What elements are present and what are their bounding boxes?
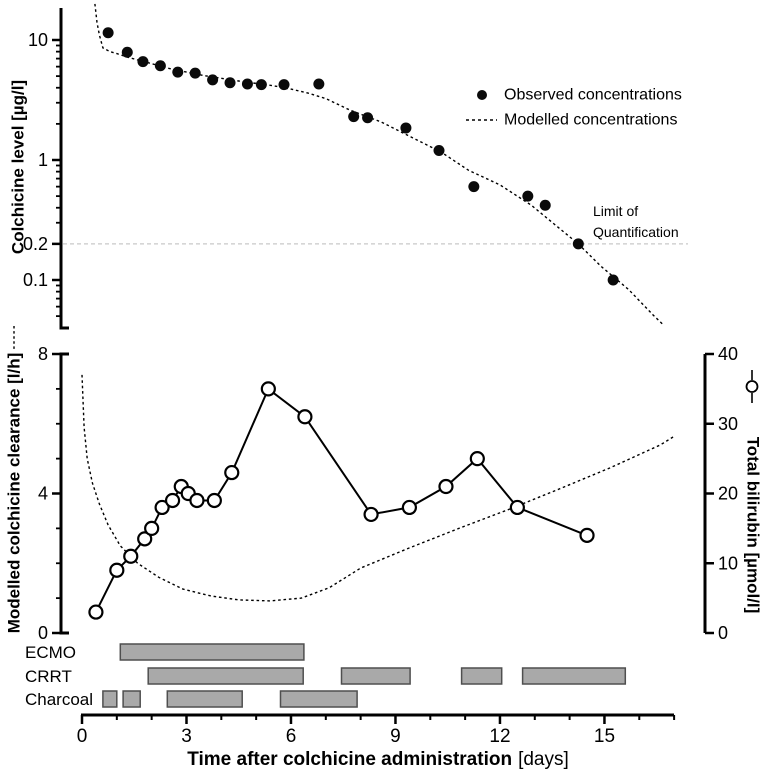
top-y-tick-label: 0.1 [23,270,48,290]
observed-concentration-point [468,181,480,193]
legend: Observed concentrations Modelled concentr… [466,87,682,129]
bilirubin-point [88,604,104,620]
observed-concentration-point [102,27,114,39]
bilirubin-point [438,478,454,495]
intervention-bar [102,690,118,708]
bilirubin-point [297,409,313,425]
observed-concentration-point [278,79,290,91]
left-tick-label: 0 [38,623,48,643]
observed-concentration-point [433,144,445,156]
x-tick-label: 3 [181,726,192,747]
right-axis-series-circle-icon [745,370,759,403]
intervention-bar [279,690,358,708]
loq-label-line1: Limit of [593,203,638,219]
bilirubin-point [224,464,240,481]
left-axis-title: Modelled colchicine clearance [l/h] [5,353,24,634]
right-tick-label: 10 [718,553,738,573]
bilirubin-point [137,531,153,547]
gantt-row-label-charcoal: Charcoal [25,690,93,709]
right-axis-title: Total bilirubin [µmol/l] [744,437,763,614]
bilirubin-point [109,562,125,578]
x-tick-label: 15 [594,726,615,747]
bottom-panel: 0 4 8 0 10 20 30 40 0 3 6 9 12 15 Time after colchicin… [5,326,763,770]
legend-filled-circle-icon [477,90,487,100]
right-axis-icon-circle [745,380,759,393]
x-axis-title: Time after colchicine administration [day… [187,749,569,770]
intervention-bar [166,690,243,708]
bilirubin-point [189,492,205,509]
right-tick-label: 0 [718,623,728,643]
top-y-tick-label: 1 [38,150,48,170]
top-y-axis [59,8,69,330]
intervention-bar [122,690,141,708]
observed-concentration-point [207,74,219,86]
bilirubin-series [88,381,595,620]
observed-concentration-point [255,79,267,91]
x-axis-title-unit: [days] [518,749,569,770]
observed-concentration-point [539,199,551,211]
bilirubin-point [579,527,595,543]
bilirubin-point [154,499,170,516]
observed-concentration-point [362,112,374,124]
x-tick-label: 0 [77,726,88,747]
observed-concentration-point [400,122,412,134]
loq-label-line2: Quantification [593,224,679,240]
right-tick-label: 20 [718,484,738,504]
interventions-panel: ECMO CRRT Charcoal [25,643,627,709]
modelled-concentration-curve [94,3,665,326]
observed-concentration-point [348,111,360,123]
bilirubin-point [363,506,379,523]
x-tick-label: 12 [489,726,510,747]
intervention-bar [147,667,304,685]
bottom-left-axis [59,352,69,635]
top-panel: 10 1 0.2 0.1 Limit of Quantification Observed … [9,3,688,330]
x-tick-label: 9 [390,726,401,747]
observed-concentration-series [102,27,619,286]
bilirubin-point [206,492,222,509]
observed-concentration-point [607,274,619,286]
observed-concentration-point [154,60,166,72]
left-tick-label: 8 [38,344,48,364]
bilirubin-point [144,520,160,536]
observed-concentration-point [241,78,253,90]
top-y-axis-title: Colchicine level [µg/l] [9,80,28,254]
observed-concentration-point [121,46,133,58]
clearance-curve [81,374,674,602]
observed-concentration-point [189,67,201,79]
bilirubin-point [469,451,485,467]
intervention-bar [521,667,627,685]
x-tick-label: 6 [286,726,297,747]
right-tick-label: 40 [718,344,738,364]
x-axis-title-main: Time after colchicine administration [187,749,512,770]
bilirubin-point [401,499,418,516]
observed-concentration-point [224,77,236,89]
observed-concentration-point [313,78,325,90]
observed-concentration-point [572,238,584,250]
intervention-bar [460,667,503,685]
left-tick-label: 4 [38,484,48,504]
observed-concentration-point [172,66,184,78]
top-y-tick-label: 0.2 [23,234,48,254]
legend-observed-label: Observed concentrations [504,87,682,104]
bilirubin-point [164,492,181,509]
intervention-bar [119,643,305,661]
observed-concentration-point [522,190,534,202]
bilirubin-point [123,548,139,564]
legend-modelled-label: Modelled concentrations [504,112,677,129]
observed-concentration-point [137,56,149,68]
right-tick-label: 30 [718,414,738,434]
intervention-bar [340,667,411,685]
gantt-row-label-ecmo: ECMO [25,643,76,662]
bilirubin-point [509,499,525,516]
gantt-row-label-crrt: CRRT [25,667,72,686]
bilirubin-point [260,381,276,397]
top-y-tick-label: 10 [28,30,48,50]
